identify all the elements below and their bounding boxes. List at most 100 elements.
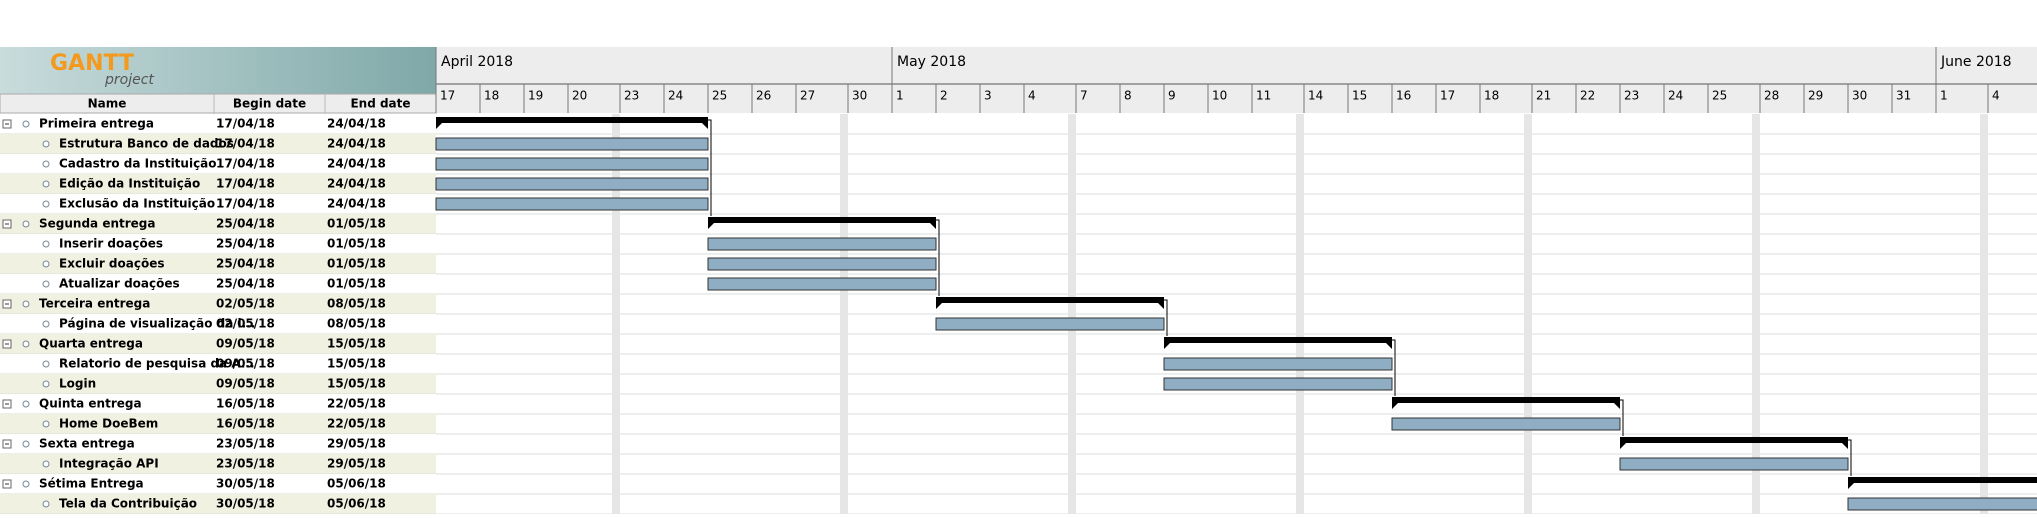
begin-date: 16/05/18 xyxy=(216,417,275,431)
day-label: 30 xyxy=(852,89,867,103)
day-label: 21 xyxy=(1536,89,1551,103)
month-label: May 2018 xyxy=(897,54,966,70)
weekend-band xyxy=(1296,114,1300,514)
task-icon xyxy=(42,360,50,368)
month-label: April 2018 xyxy=(441,54,513,70)
task-name: Primeira entrega xyxy=(39,117,154,131)
end-date: 22/05/18 xyxy=(327,417,386,431)
day-label: 15 xyxy=(1352,89,1367,103)
end-date: 01/05/18 xyxy=(327,217,386,231)
task-bar xyxy=(707,257,937,271)
day-label: 10 xyxy=(1212,89,1227,103)
task-icon xyxy=(42,240,50,248)
begin-date: 09/05/18 xyxy=(216,377,275,391)
day-label: 24 xyxy=(1668,89,1683,103)
weekend-band xyxy=(1756,114,1760,514)
weekend-band xyxy=(1300,114,1304,514)
begin-date: 23/05/18 xyxy=(216,457,275,471)
task-icon xyxy=(42,460,50,468)
task-icon xyxy=(42,260,50,268)
day-label: 23 xyxy=(1624,89,1639,103)
task-icon xyxy=(42,140,50,148)
task-bar xyxy=(435,137,709,151)
end-date: 24/04/18 xyxy=(327,137,386,151)
group-bar xyxy=(936,297,1164,303)
weekend-band xyxy=(616,114,620,514)
task-name: Terceira entrega xyxy=(39,297,150,311)
day-label: 22 xyxy=(1580,89,1595,103)
begin-date: 23/05/18 xyxy=(216,437,275,451)
begin-date: 17/04/18 xyxy=(216,157,275,171)
day-label: 26 xyxy=(756,89,771,103)
task-icon xyxy=(42,160,50,168)
task-icon xyxy=(22,220,30,228)
day-label: 8 xyxy=(1124,89,1132,103)
weekend-band xyxy=(612,114,616,514)
month-label: June 2018 xyxy=(1940,54,2012,70)
task-bar xyxy=(1847,497,2037,511)
day-label: 18 xyxy=(1484,89,1499,103)
end-date: 24/04/18 xyxy=(327,117,386,131)
task-name: Integração API xyxy=(59,457,159,471)
task-bar xyxy=(1163,377,1393,391)
day-label: 20 xyxy=(572,89,587,103)
task-icon xyxy=(22,440,30,448)
task-name: Home DoeBem xyxy=(59,417,158,431)
logo-title: GANTT xyxy=(50,51,134,76)
begin-date: 25/04/18 xyxy=(216,237,275,251)
weekend-band xyxy=(1752,114,1756,514)
task-name: Sétima Entrega xyxy=(39,477,144,491)
begin-date: 02/05/18 xyxy=(216,297,275,311)
task-name: Excluir doações xyxy=(59,257,165,271)
day-label: 16 xyxy=(1396,89,1411,103)
task-icon xyxy=(42,420,50,428)
end-date: 22/05/18 xyxy=(327,397,386,411)
day-label: 17 xyxy=(440,89,455,103)
day-label: 11 xyxy=(1256,89,1271,103)
task-name: Exclusão da Instituição xyxy=(59,197,215,211)
weekend-band xyxy=(1984,114,1988,514)
day-label: 1 xyxy=(896,89,904,103)
end-date: 08/05/18 xyxy=(327,317,386,331)
task-icon xyxy=(22,480,30,488)
end-date: 01/05/18 xyxy=(327,237,386,251)
begin-date: 17/04/18 xyxy=(216,177,275,191)
weekend-band xyxy=(1072,114,1076,514)
dependency xyxy=(708,119,712,216)
begin-date: 09/05/18 xyxy=(216,357,275,371)
timeline-header xyxy=(436,47,2037,113)
dependency xyxy=(1164,299,1168,336)
task-name: Relatorio de pesquisa da A... xyxy=(59,357,255,371)
group-cap xyxy=(1848,483,1854,489)
weekend-band xyxy=(1524,114,1528,514)
task-bar xyxy=(707,237,937,251)
day-label: 17 xyxy=(1440,89,1455,103)
task-name: Login xyxy=(59,377,96,391)
day-label: 2 xyxy=(940,89,948,103)
end-date: 15/05/18 xyxy=(327,337,386,351)
day-label: 9 xyxy=(1168,89,1176,103)
end-date: 15/05/18 xyxy=(327,377,386,391)
task-name: Tela da Contribuição xyxy=(59,497,197,511)
group-bar xyxy=(1392,397,1620,403)
day-label: 19 xyxy=(528,89,543,103)
task-icon xyxy=(42,180,50,188)
task-icon xyxy=(42,320,50,328)
day-label: 4 xyxy=(1992,89,2000,103)
end-date: 24/04/18 xyxy=(327,157,386,171)
task-icon xyxy=(42,380,50,388)
task-bar xyxy=(1163,357,1393,371)
group-bar xyxy=(1848,477,2037,483)
task-name: Edição da Instituição xyxy=(59,177,200,191)
end-date: 29/05/18 xyxy=(327,437,386,451)
dependency xyxy=(1848,439,1852,476)
task-icon xyxy=(42,500,50,508)
task-bar xyxy=(1391,417,1621,431)
task-bar xyxy=(435,157,709,171)
day-label: 14 xyxy=(1308,89,1323,103)
day-label: 24 xyxy=(668,89,683,103)
begin-date: 25/04/18 xyxy=(216,217,275,231)
task-icon xyxy=(22,400,30,408)
begin-date: 02/05/18 xyxy=(216,317,275,331)
weekend-band xyxy=(844,114,848,514)
